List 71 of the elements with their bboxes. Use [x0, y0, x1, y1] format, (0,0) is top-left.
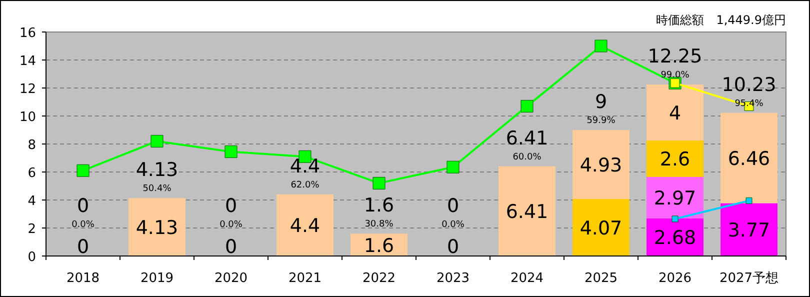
x-tick-label: 2025 [584, 271, 618, 286]
data-label: 4.93 [580, 154, 622, 177]
total-label: 0 [76, 236, 90, 258]
bar [720, 112, 778, 204]
total-label: 0 [446, 236, 460, 258]
x-tick-label: 2027予想 [719, 271, 779, 286]
annotation: 0.0% [220, 220, 243, 230]
x-tick-label: 2021 [288, 271, 322, 286]
annotation: 0.0% [72, 220, 95, 230]
x-tick-label: 2026 [658, 271, 692, 286]
bar [276, 194, 334, 256]
point [446, 160, 460, 174]
x-tick-label: 2024 [510, 271, 544, 286]
y-tick-label: 2 [28, 222, 36, 237]
point [76, 164, 90, 177]
data-label: 0 [446, 195, 460, 217]
y-tick-label: 6 [28, 166, 36, 181]
total-label: 12.25 [648, 46, 702, 68]
data-label: 6.46 [728, 148, 770, 170]
bar [646, 84, 704, 140]
data-label: 0 [76, 195, 90, 217]
point [520, 100, 534, 112]
point [746, 197, 752, 204]
y-tick-label: 0 [28, 250, 36, 265]
point [150, 134, 164, 148]
y-tick-label: 10 [19, 110, 36, 125]
x-tick-label: 2022 [362, 271, 396, 286]
data-label: 4.4 [290, 215, 320, 238]
y-tick-label: 14 [19, 54, 36, 69]
data-label: 6.41 [506, 201, 548, 224]
annotation: 0.0% [442, 220, 465, 230]
total-label: 6.41 [506, 127, 548, 150]
data-label: 1.6 [364, 234, 394, 257]
data-label: 3.77 [728, 220, 770, 242]
x-tick-label: 2019 [140, 271, 174, 286]
data-label: 2.68 [654, 227, 696, 250]
y-tick-label: 12 [19, 82, 36, 97]
bar [498, 166, 556, 256]
annotation: 60.0% [512, 152, 542, 162]
annotation: 59.9% [586, 116, 616, 126]
point [672, 216, 678, 222]
x-tick-label: 2020 [214, 271, 248, 286]
bar [646, 140, 704, 177]
data-label: 2.6 [660, 148, 690, 171]
annotation: 50.4% [142, 184, 172, 194]
data-label: 0 [224, 195, 238, 217]
text: 時価総額 1,449.9億円 [656, 13, 786, 27]
data-label: 4.13 [136, 217, 178, 240]
data-label: 4.07 [580, 218, 622, 240]
y-tick-label: 8 [28, 138, 36, 153]
total-label: 0 [224, 236, 238, 258]
bar [720, 203, 778, 256]
total-label: 4.4 [290, 155, 320, 178]
point [224, 145, 238, 158]
total-label: 4.13 [136, 159, 178, 182]
x-tick-label: 2023 [436, 271, 470, 286]
data-label: 2.97 [654, 188, 696, 210]
data-label: 4 [668, 102, 682, 124]
bar [128, 198, 186, 256]
total-label: 9 [594, 91, 608, 113]
total-label: 10.23 [722, 74, 776, 96]
x-tick-label: 2018 [66, 271, 100, 286]
bar [572, 130, 630, 200]
bar [572, 199, 630, 256]
y-tick-label: 16 [19, 26, 36, 41]
point [372, 176, 386, 190]
y-tick-label: 4 [28, 194, 36, 209]
point [594, 40, 608, 52]
annotation: 62.0% [290, 180, 320, 190]
total-label: 1.6 [364, 194, 394, 217]
annotation: 30.8% [364, 220, 394, 230]
